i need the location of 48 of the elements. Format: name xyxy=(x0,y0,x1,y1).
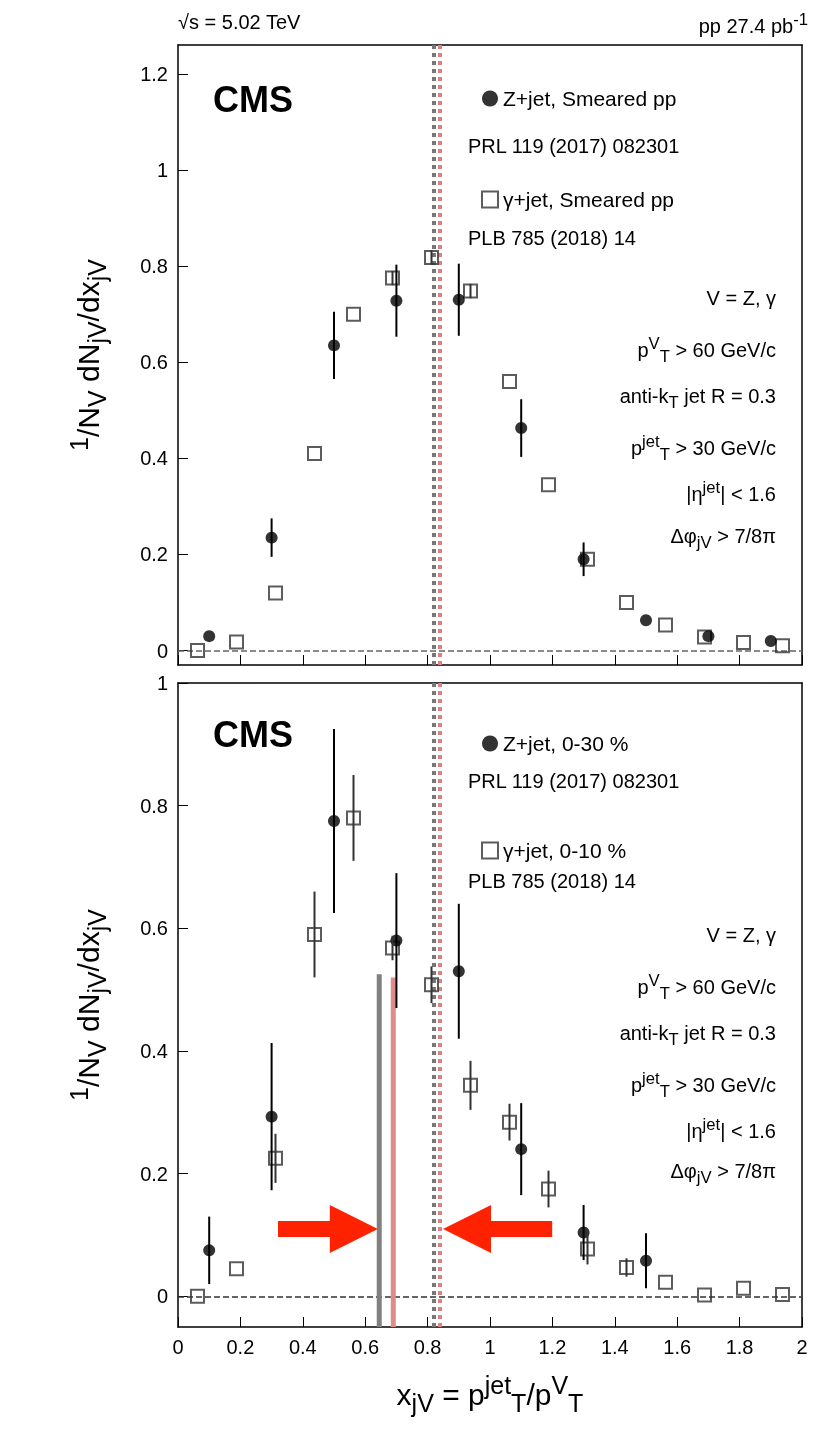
annotation: CMS xyxy=(213,713,293,757)
legend-label: γ+jet, Smeared pp xyxy=(503,188,675,211)
x-tick-label: 0 xyxy=(172,1336,184,1358)
y-tick-label: 0.2 xyxy=(140,543,168,566)
annotation: p$^{V}$$_{T}$ > 60 GeV/c xyxy=(637,971,776,1004)
x-tick-label: 0.2 xyxy=(226,1336,255,1358)
annotation: Δφ$_{jV}$ > 7/8π xyxy=(670,524,776,553)
annotation: V = Z, γ xyxy=(706,286,776,310)
y-tick-label: 1.2 xyxy=(140,62,168,85)
annotation: |η$^{jet}$| < 1.6 xyxy=(686,478,776,506)
annotation: |η$^{jet}$| < 1.6 xyxy=(686,1115,776,1143)
x-tick-label: 1 xyxy=(484,1336,496,1358)
annotation: p$^{jet}$$_{T}$ > 30 GeV/c xyxy=(630,1069,776,1102)
annotation: Δφ$_{jV}$ > 7/8π xyxy=(670,1159,776,1188)
x-tick-label: 1.2 xyxy=(538,1336,567,1358)
y-tick-label: 0.6 xyxy=(140,351,168,374)
annotation: anti-k$_{T}$ jet R = 0.3 xyxy=(619,384,776,413)
x-tick-label: 1.6 xyxy=(663,1336,692,1358)
x-tick-label: 0.8 xyxy=(413,1336,442,1358)
y-tick-label: 0.4 xyxy=(140,1040,168,1062)
annotation: PLB 785 (2018) 14 xyxy=(468,226,636,250)
y-tick-label: 0.2 xyxy=(140,1162,168,1185)
annotation: PRL 119 (2017) 082301 xyxy=(468,769,680,793)
legend-label: γ+jet, 0-10 % xyxy=(503,839,627,862)
y-tick-label: 0.8 xyxy=(140,255,168,278)
x-tick-label: 0.4 xyxy=(288,1336,317,1358)
annotation: PLB 785 (2018) 14 xyxy=(468,869,636,893)
x-tick-label: 0.6 xyxy=(351,1336,380,1358)
y-tick-label: 0.6 xyxy=(140,917,168,940)
y-tick-label: 1 xyxy=(156,158,168,181)
annotation: V = Z, γ xyxy=(706,923,776,947)
text: pp 27.4 pb$^{-1}$ xyxy=(698,10,808,38)
x-tick-label: 2 xyxy=(796,1336,808,1358)
annotation: PRL 119 (2017) 082301 xyxy=(468,134,680,158)
y-tick-label: 1 xyxy=(156,672,168,694)
legend-label: Z+jet, Smeared pp xyxy=(503,87,677,110)
legend-label: Z+jet, 0-30 % xyxy=(503,732,629,755)
text: √s = 5.02 TeV xyxy=(178,10,301,34)
x-tick-label: 1.8 xyxy=(725,1336,754,1358)
y-tick-label: 0.4 xyxy=(140,447,168,470)
annotation: anti-k$_{T}$ jet R = 0.3 xyxy=(619,1021,776,1050)
x-tick-label: 1.4 xyxy=(600,1336,629,1358)
y-tick-label: 0 xyxy=(156,1285,168,1308)
annotation: CMS xyxy=(213,78,293,122)
annotation: p$^{jet}$$_{T}$ > 30 GeV/c xyxy=(630,432,776,465)
y-tick-label: 0.8 xyxy=(140,794,168,817)
y-tick-label: 0 xyxy=(156,639,168,662)
annotation: p$^{V}$$_{T}$ > 60 GeV/c xyxy=(637,334,776,367)
